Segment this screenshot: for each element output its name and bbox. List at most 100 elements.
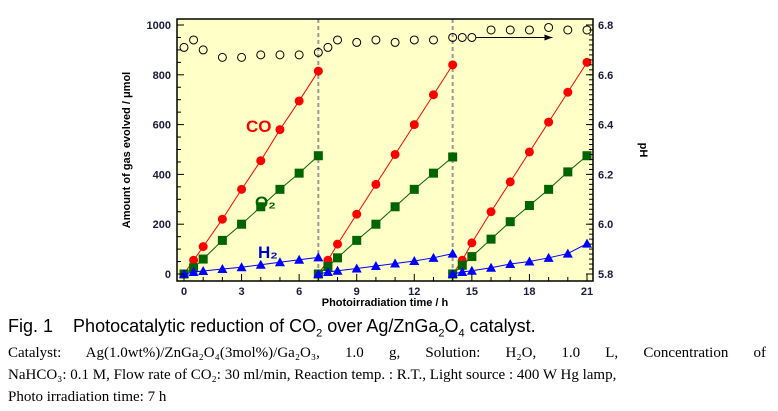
- description-line-3: Photo irradiation time: 7 h: [8, 389, 167, 405]
- data-point-co: [524, 147, 534, 157]
- x-axis-label: Photoirradiation time / h: [322, 297, 449, 309]
- description-line-1: Catalyst: Ag(1.0wt%)/ZnGa₂O₄(3mol%)/Ga₂O…: [8, 345, 766, 361]
- data-point-o2: [352, 235, 362, 245]
- data-point-h2: [294, 254, 305, 264]
- data-point-ph: [544, 22, 554, 32]
- data-point-ph: [428, 35, 438, 45]
- series-label-o2: O₂: [255, 193, 276, 212]
- data-point-o2: [323, 262, 333, 272]
- data-point-h2: [428, 252, 439, 262]
- data-point-ph: [409, 35, 419, 45]
- caption-text-2: over Ag/ZnGa: [322, 316, 439, 336]
- y-tick-label: 800: [153, 70, 171, 82]
- data-point-ph: [448, 32, 458, 42]
- data-point-o2: [390, 202, 400, 212]
- caption-text-3: O: [444, 316, 459, 336]
- data-point-ph: [352, 37, 362, 47]
- caption-sub-1: 2: [316, 327, 323, 340]
- data-point-o2: [467, 252, 477, 262]
- x-tick-label: 6: [296, 286, 302, 298]
- data-point-ph: [179, 42, 189, 52]
- data-point-o2: [428, 168, 438, 178]
- data-point-ph: [524, 25, 534, 35]
- data-point-co: [409, 120, 419, 130]
- data-point-ph: [323, 42, 333, 52]
- data-point-o2: [544, 184, 554, 194]
- series-label-co: CO: [246, 117, 272, 136]
- data-point-co: [486, 207, 496, 217]
- data-point-co: [505, 177, 515, 187]
- y-tick-label: 600: [153, 120, 171, 132]
- data-point-co: [313, 66, 323, 76]
- data-point-o2: [582, 151, 592, 161]
- caption-text-4: catalyst.: [464, 316, 536, 336]
- data-point-o2: [313, 151, 323, 161]
- data-point-co: [237, 184, 247, 194]
- data-point-ph: [217, 52, 227, 62]
- data-point-o2: [256, 202, 266, 212]
- data-point-co: [333, 239, 343, 249]
- data-point-h2: [543, 252, 554, 262]
- data-point-h2: [313, 252, 324, 262]
- data-point-h2: [524, 256, 535, 266]
- figure-label: Fig. 1: [8, 316, 54, 336]
- data-point-o2: [505, 217, 515, 227]
- data-point-h2: [255, 259, 266, 269]
- figure-caption: Fig. 1 Photocatalytic reduction of CO2 o…: [8, 316, 536, 340]
- data-point-h2: [582, 238, 592, 248]
- y-axis-label: Amount of gas evolved / μmol: [121, 72, 133, 228]
- caption-sub-3: 4: [458, 327, 465, 340]
- data-point-ph: [371, 35, 381, 45]
- caption-text-1: Photocatalytic reduction of CO: [73, 316, 317, 336]
- data-point-co: [467, 238, 477, 248]
- data-point-o2: [237, 219, 247, 229]
- series-label-h2: H₂: [258, 243, 278, 262]
- data-point-ph: [563, 25, 573, 35]
- description-line-2: NaHCO₃: 0.1 M, Flow rate of CO₂: 30 ml/m…: [8, 367, 617, 383]
- data-point-ph: [333, 35, 343, 45]
- y2-axis-label: pH: [637, 143, 649, 158]
- data-point-h2: [198, 266, 209, 276]
- data-point-co: [294, 96, 304, 106]
- data-point-ph: [294, 50, 304, 60]
- data-point-ph: [313, 47, 323, 57]
- data-point-h2: [486, 262, 497, 272]
- data-point-co: [371, 179, 381, 189]
- x-tick-label: 21: [581, 286, 593, 298]
- data-point-h2: [313, 269, 324, 278]
- figure-description: Catalyst: Ag(1.0wt%)/ZnGa₂O₄(3mol%)/Ga₂O…: [8, 342, 766, 408]
- data-point-co: [582, 57, 592, 67]
- data-point-h2: [447, 269, 458, 278]
- plot-area: [177, 19, 593, 281]
- data-point-o2: [371, 219, 381, 229]
- data-point-co: [275, 125, 285, 135]
- data-point-ph: [275, 50, 285, 60]
- data-point-h2: [505, 259, 516, 269]
- y2-tick-label: 5.8: [598, 269, 613, 281]
- data-point-ph: [390, 37, 400, 47]
- y-tick-label: 200: [153, 219, 171, 231]
- data-point-o2: [217, 235, 227, 245]
- data-point-co: [563, 87, 573, 97]
- data-point-h2: [457, 267, 468, 277]
- y-tick-label: 0: [165, 269, 171, 281]
- data-point-co: [189, 255, 199, 265]
- x-tick-label: 12: [408, 286, 420, 298]
- data-point-co: [198, 242, 208, 252]
- data-point-o2: [457, 260, 467, 270]
- data-point-ph: [198, 45, 208, 55]
- data-point-o2: [275, 184, 285, 194]
- data-point-co: [352, 209, 362, 219]
- y-tick-label: 1000: [147, 20, 171, 32]
- data-point-ph: [457, 32, 467, 42]
- data-point-h2: [466, 265, 477, 275]
- data-point-co: [544, 117, 554, 127]
- data-point-o2: [563, 167, 573, 177]
- data-point-o2: [524, 201, 534, 211]
- data-point-ph: [237, 52, 247, 62]
- x-tick-label: 3: [239, 286, 245, 298]
- data-point-co: [217, 214, 227, 224]
- y2-tick-label: 6.0: [598, 219, 613, 231]
- data-point-h2: [562, 248, 573, 258]
- data-point-h2: [390, 258, 401, 268]
